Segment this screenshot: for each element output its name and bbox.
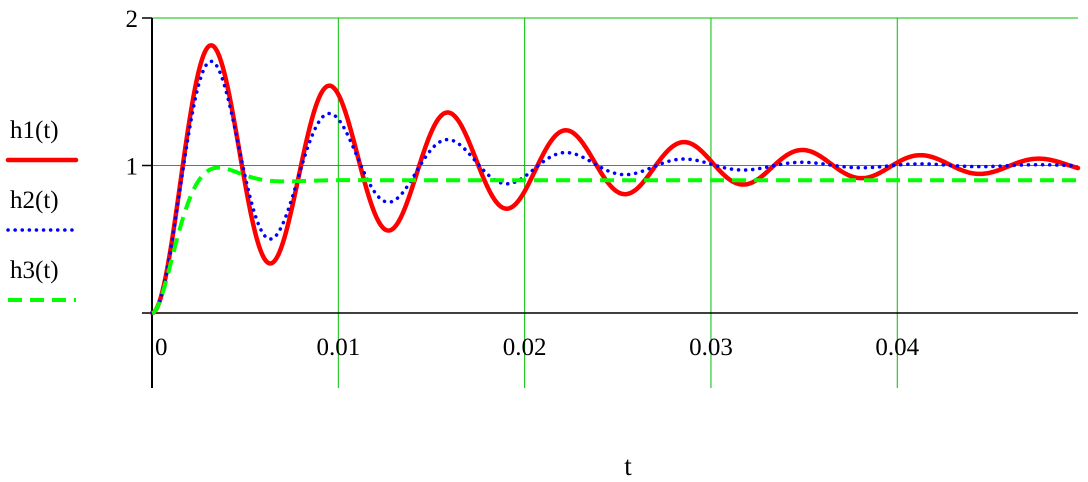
x-tick-label: 0.02 xyxy=(503,334,547,361)
x-tick-label: 0.04 xyxy=(875,334,919,361)
y-tick-label: 1 xyxy=(126,154,139,181)
x-tick-label: 0.01 xyxy=(316,334,360,361)
x-axis-title: t xyxy=(624,451,632,481)
legend-label-3: h3(t) xyxy=(10,257,59,284)
y-tick-label: 2 xyxy=(126,6,139,33)
series-line-1 xyxy=(149,43,1081,316)
y-tick-labels: 12 xyxy=(126,6,139,181)
legend-label-1: h1(t) xyxy=(10,117,59,144)
x-tick-label: 0.03 xyxy=(689,334,733,361)
legend-label-2: h2(t) xyxy=(10,187,59,214)
x-tick-labels: 0 0.01 0.02 0.03 0.04 xyxy=(155,334,920,361)
x-tick-label: 0 xyxy=(155,334,168,361)
series-lines xyxy=(149,43,1081,316)
axes xyxy=(142,17,1078,388)
legend: h1(t) h2(t) h3(t) xyxy=(5,117,79,302)
series-line-2 xyxy=(150,59,1080,315)
grid-lines xyxy=(152,17,1078,388)
